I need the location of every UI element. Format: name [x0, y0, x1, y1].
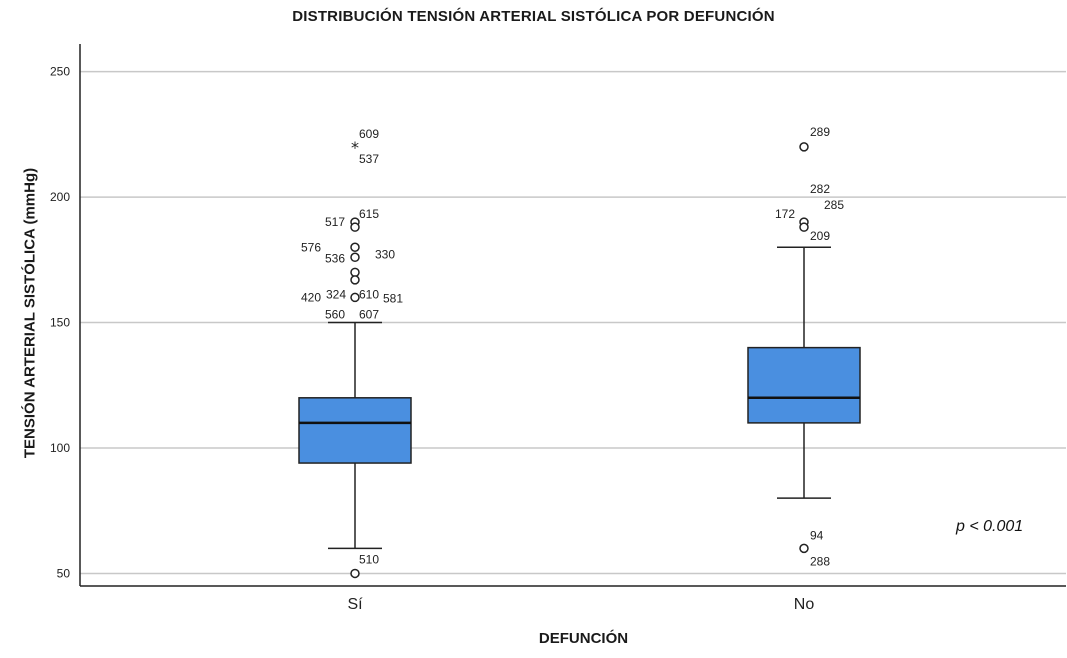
outlier-point: [799, 222, 809, 232]
outlier-label: 282: [810, 182, 830, 196]
outlier-point: [350, 222, 360, 232]
chart-title: DISTRIBUCIÓN TENSIÓN ARTERIAL SISTÓLICA …: [292, 8, 775, 25]
y-tick-label: 50: [57, 566, 71, 580]
y-tick-label: 200: [50, 190, 70, 204]
outlier-point: [350, 242, 360, 252]
outlier-label: 94: [810, 528, 824, 542]
outlier-label: 209: [810, 229, 830, 243]
outlier-label: 537: [359, 152, 379, 166]
outlier-point: [799, 543, 809, 554]
outlier-label: 517: [325, 215, 345, 229]
x-ticks: Sí No: [347, 596, 814, 613]
axes: [79, 44, 1066, 587]
outlier-label: 289: [810, 125, 830, 139]
outlier-label: 581: [383, 291, 403, 305]
box-si: *609 537 517 615 576 536 330 420 324 610 581 560 607…: [298, 127, 412, 579]
outlier-point: [350, 275, 360, 285]
y-tick-label: 150: [50, 316, 70, 330]
iqr-box: [747, 346, 861, 424]
extreme-outlier-point: *: [351, 138, 359, 157]
outlier-label: 420: [301, 290, 321, 304]
outlier-label: 576: [301, 240, 321, 254]
outlier-label: 285: [824, 198, 844, 212]
outlier-label: 609: [359, 127, 379, 141]
outlier-point: [350, 252, 360, 263]
y-tick-label: 100: [50, 441, 70, 455]
outlier-label: 536: [325, 251, 345, 265]
boxes: *609 537 517 615 576 536 330 420 324 610 581 560 607…: [298, 125, 861, 579]
outlier-label: 610: [359, 287, 379, 301]
p-value-annotation: p < 0.001: [955, 518, 1023, 535]
y-ticks: 50 100 150 200 250: [50, 65, 70, 581]
outlier-point: [799, 142, 809, 152]
outlier-label: 172: [775, 207, 795, 221]
outlier-point: [350, 568, 360, 579]
x-axis-label: DEFUNCIÓN: [538, 630, 629, 647]
x-tick-label: Sí: [347, 596, 363, 613]
outlier-point: [350, 292, 360, 303]
outlier-label: 615: [359, 207, 379, 221]
outlier-label: 607: [359, 307, 379, 321]
outlier-label: 510: [359, 552, 379, 566]
box-no: 289 282 172 285 209 94 288: [747, 125, 861, 568]
outlier-label: 330: [375, 247, 395, 261]
iqr-box: [298, 397, 412, 464]
y-tick-label: 250: [50, 65, 70, 79]
outlier-label: 324: [326, 287, 346, 301]
x-tick-label: No: [794, 596, 815, 613]
outlier-label: 560: [325, 307, 345, 321]
gridlines: [80, 70, 1066, 575]
outlier-label: 288: [810, 554, 830, 568]
